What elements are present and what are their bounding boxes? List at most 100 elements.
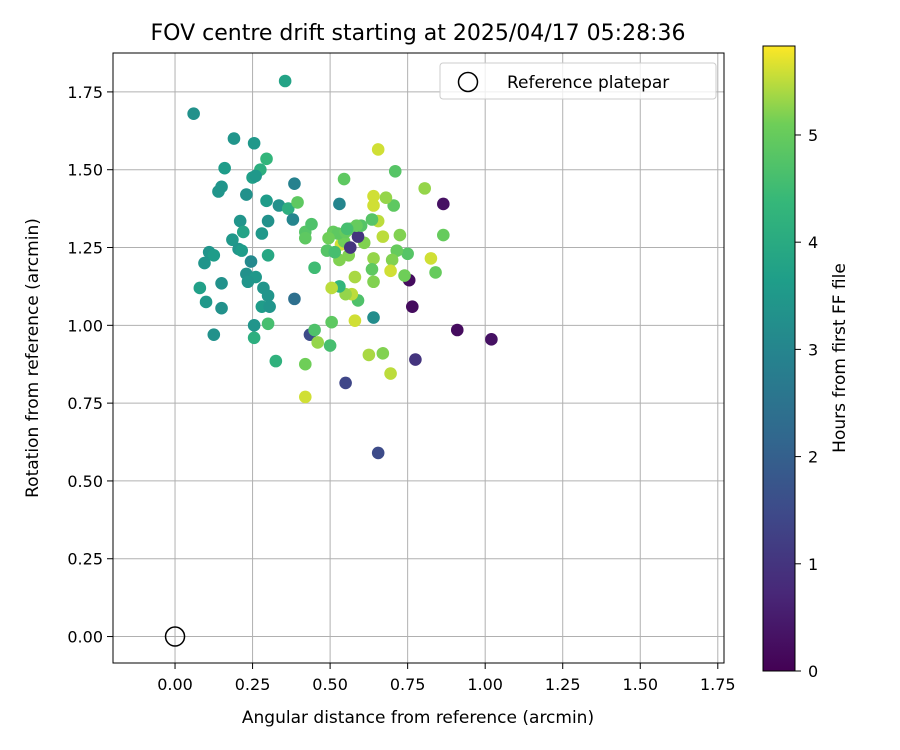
data-point (418, 182, 432, 195)
data-point (367, 275, 380, 289)
y-grid (113, 91, 724, 638)
data-point (288, 177, 301, 191)
data-point (367, 252, 380, 265)
data-point (244, 255, 258, 268)
data-point (348, 314, 362, 327)
legend-box (439, 62, 717, 100)
y-tick-label: 0.75 (67, 394, 103, 413)
data-point (437, 228, 450, 242)
data-point (437, 197, 450, 211)
data-point (247, 331, 261, 345)
x-grid (174, 53, 719, 663)
data-point (207, 328, 221, 341)
data-point (393, 228, 407, 242)
data-point (401, 247, 414, 261)
data-point (351, 230, 365, 243)
data-point (308, 261, 321, 275)
data-point (398, 269, 411, 282)
data-point (367, 189, 380, 203)
y-axis-label: Rotation from reference (arcmin) (23, 218, 43, 498)
colorbar-tick-label: 0 (808, 662, 818, 681)
data-point (240, 188, 253, 201)
data-point (409, 353, 422, 366)
data-point (388, 164, 402, 178)
data-point (298, 231, 312, 245)
colorbar-ticks: 0 1 2 3 4 5 (795, 126, 818, 681)
data-point (367, 199, 380, 212)
colorbar-tick-label: 5 (808, 126, 818, 145)
data-point (385, 253, 399, 267)
y-ticks: 0.00 0.25 0.50 0.75 1.00 1.25 1.50 1.75 (67, 83, 113, 647)
data-point (193, 281, 207, 295)
y-tick-label: 1.75 (67, 83, 103, 102)
colorbar (762, 45, 796, 672)
data-point (261, 214, 275, 228)
data-point (323, 339, 337, 352)
data-point (333, 197, 346, 211)
data-point (376, 230, 390, 243)
data-point (371, 143, 385, 156)
data-point (261, 317, 275, 331)
data-point (215, 277, 228, 290)
data-point (362, 348, 376, 362)
data-point (337, 172, 351, 186)
data-point (227, 132, 241, 145)
x-tick-label: 1.75 (700, 675, 736, 694)
data-point (390, 244, 404, 257)
data-point (450, 323, 464, 337)
data-point (255, 227, 269, 240)
data-point (281, 202, 295, 215)
legend-label: Reference platepar (507, 73, 669, 93)
data-point (260, 194, 273, 208)
data-point (269, 354, 283, 368)
colorbar-tick-label: 2 (808, 448, 818, 467)
data-point (260, 152, 273, 166)
x-tick-label: 1.25 (545, 675, 581, 694)
data-point (305, 217, 318, 231)
x-axis-label: Angular distance from reference (arcmin) (242, 708, 594, 728)
data-point (384, 367, 397, 380)
colorbar-tick-label: 3 (808, 340, 818, 359)
colorbar-tick-label: 4 (808, 233, 818, 252)
y-tick-label: 0.25 (67, 550, 103, 569)
data-point (348, 270, 362, 284)
x-tick-label: 1.50 (622, 675, 658, 694)
data-point (199, 295, 213, 309)
data-point (322, 231, 335, 245)
data-point (367, 311, 380, 324)
y-tick-label: 0.50 (67, 472, 103, 491)
data-point (218, 161, 231, 175)
data-point (371, 446, 385, 460)
data-point (249, 169, 262, 183)
data-point (241, 275, 255, 289)
data-point (365, 263, 379, 276)
x-tick-label: 1.00 (467, 675, 503, 694)
plot-area-frame (112, 52, 725, 664)
data-point (424, 252, 438, 265)
x-tick-label: 0.25 (235, 675, 271, 694)
data-point (343, 241, 357, 254)
data-point (263, 300, 276, 313)
chart-title: FOV centre drift starting at 2025/04/17 … (151, 21, 686, 46)
data-point (207, 248, 221, 262)
reference-platepar-marker (164, 626, 186, 647)
data-point (485, 333, 498, 346)
data-point (325, 315, 338, 329)
data-point (365, 213, 379, 226)
x-tick-label: 0.75 (390, 675, 426, 694)
legend: Reference platepar (439, 62, 717, 100)
data-point (261, 248, 275, 262)
y-tick-label: 1.50 (67, 161, 103, 180)
legend-reference-marker (457, 71, 479, 93)
data-point (288, 292, 301, 306)
y-tick-label: 1.25 (67, 239, 103, 258)
data-points (187, 74, 498, 460)
data-point (429, 266, 442, 279)
data-point (215, 301, 228, 315)
data-point (247, 136, 261, 150)
data-point (340, 222, 354, 236)
data-point (198, 256, 211, 270)
data-point (298, 357, 312, 371)
data-point (187, 107, 200, 120)
